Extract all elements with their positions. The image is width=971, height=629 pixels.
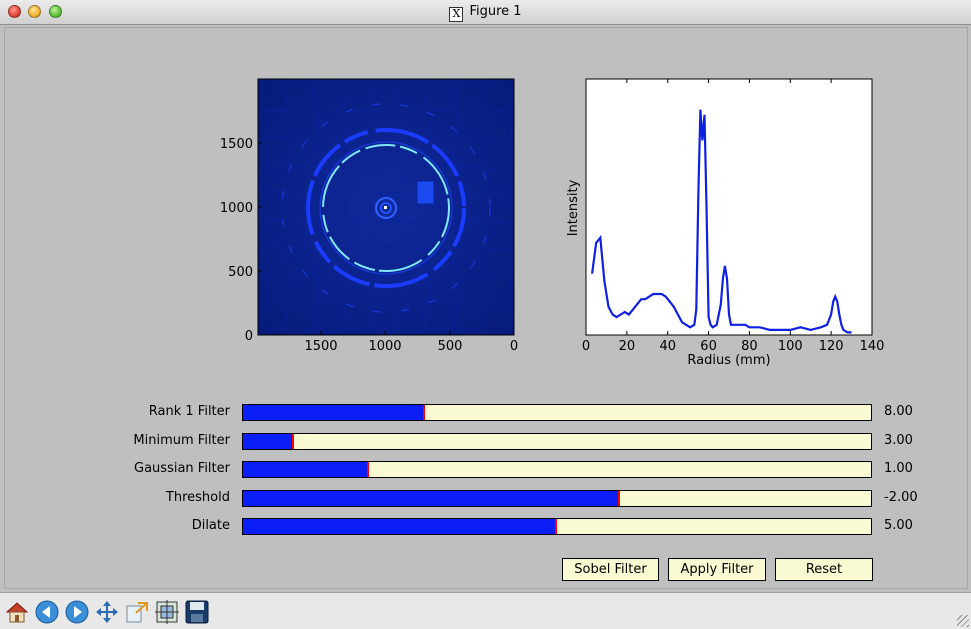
gaussian-filter-label: Gaussian Filter xyxy=(134,461,230,476)
profile-xtick-label: 100 xyxy=(778,339,803,354)
forward-icon[interactable] xyxy=(64,599,90,625)
threshold-label: Threshold xyxy=(165,490,230,505)
profile-xtick-label: 20 xyxy=(619,339,636,354)
minimum-filter-slider[interactable] xyxy=(242,433,872,450)
minimum-filter-value: 3.00 xyxy=(884,433,913,448)
image-ytick-label: 1000 xyxy=(220,201,253,216)
minimum-filter-fill xyxy=(243,434,295,449)
dilate-value: 5.00 xyxy=(884,518,913,533)
sobel-filter-button[interactable]: Sobel Filter xyxy=(562,558,659,581)
minimum-filter-label: Minimum Filter xyxy=(133,433,230,448)
profile-xtick-label: 120 xyxy=(819,339,844,354)
zoom-icon[interactable] xyxy=(124,599,150,625)
resize-grip[interactable] xyxy=(957,615,969,627)
gaussian-filter-slider[interactable] xyxy=(242,461,872,478)
save-icon[interactable] xyxy=(184,599,210,625)
reset-button[interactable]: Reset xyxy=(775,558,873,581)
threshold-fill xyxy=(243,491,620,506)
threshold-value: -2.00 xyxy=(884,490,918,505)
rank1-filter-label: Rank 1 Filter xyxy=(148,404,230,419)
apply-filter-button[interactable]: Apply Filter xyxy=(668,558,766,581)
gaussian-filter-fill xyxy=(243,462,369,477)
profile-axes: 0 20 40 60 80 100 120 140 xyxy=(582,79,885,354)
intensity-profile-line xyxy=(591,109,852,334)
profile-xtick-label: 0 xyxy=(582,339,590,354)
rank1-filter-value: 8.00 xyxy=(884,404,913,419)
close-window-button[interactable] xyxy=(8,5,21,18)
image-xtick-label: 0 xyxy=(510,339,518,354)
back-icon[interactable] xyxy=(34,599,60,625)
profile-xtick-label: 80 xyxy=(741,339,758,354)
dilate-label: Dilate xyxy=(191,518,230,533)
image-xtick-label: 1500 xyxy=(304,339,337,354)
dilate-slider[interactable] xyxy=(242,518,872,535)
rank1-filter-slider[interactable] xyxy=(242,404,872,421)
image-axes: 1500 1000 500 0 1500 1000 500 0 xyxy=(220,137,518,354)
profile-ylabel: Intensity xyxy=(566,179,581,236)
image-xtick-label: 1000 xyxy=(368,339,401,354)
profile-axes-frame xyxy=(585,78,873,336)
image-ytick-label: 500 xyxy=(228,265,253,280)
profile-xtick-label: 60 xyxy=(700,339,717,354)
gaussian-filter-value: 1.00 xyxy=(884,461,913,476)
dilate-fill xyxy=(243,519,557,534)
maximize-window-button[interactable] xyxy=(49,5,62,18)
window-title: Figure 1 xyxy=(469,4,522,19)
pan-icon[interactable] xyxy=(94,599,120,625)
rank1-filter-fill xyxy=(243,405,426,420)
profile-xtick-label: 40 xyxy=(659,339,676,354)
image-ytick-label: 0 xyxy=(245,329,253,344)
image-ytick-label: 1500 xyxy=(220,137,253,152)
profile-xlabel: Radius (mm) xyxy=(687,353,770,368)
title-bar: X Figure 1 xyxy=(0,0,971,25)
minimize-window-button[interactable] xyxy=(28,5,41,18)
profile-xtick-label: 140 xyxy=(860,339,885,354)
home-icon[interactable] xyxy=(4,599,30,625)
x11-icon: X xyxy=(449,7,464,22)
window-title-area: X Figure 1 xyxy=(0,4,971,22)
threshold-slider[interactable] xyxy=(242,490,872,507)
navigation-toolbar xyxy=(0,592,971,629)
configure-subplots-icon[interactable] xyxy=(154,599,180,625)
detector-image[interactable] xyxy=(257,78,515,336)
image-xtick-label: 500 xyxy=(438,339,463,354)
